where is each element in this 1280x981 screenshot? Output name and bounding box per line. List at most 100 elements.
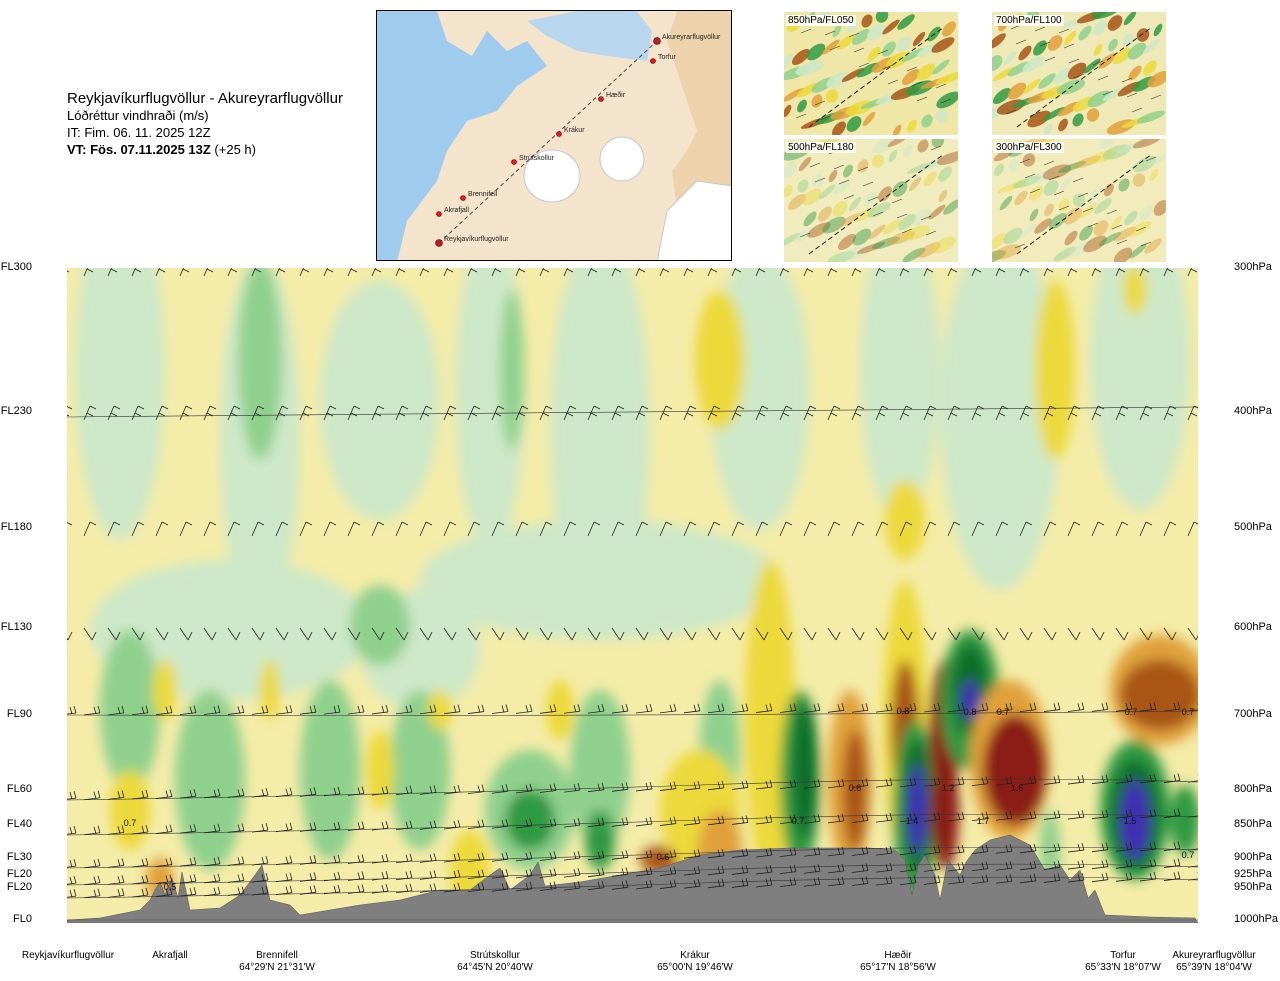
wind-barb [1067,774,1085,785]
cross-section-chart: 0.5 0.6 0.6 0.8 0.8 0.7 1.2 1.4 1.7 1.6 0.7 0.7 1.5 0… [67,268,1198,923]
wind-barb [1043,627,1057,641]
wind-barb [731,405,745,421]
wind-barb [83,790,101,801]
wind-barb [227,405,241,421]
wind-barb [683,405,697,421]
wind-barb [947,521,961,537]
route-title: Reykjavíkurflugvöllur - Akureyrarflugvöl… [67,90,343,107]
wind-barb [1067,809,1085,820]
station-coordinates: 65°33'N 18°07'W [1085,962,1161,973]
wind-barb [1187,774,1198,783]
wind-barb [755,864,773,875]
station-coordinates: 64°29'N 21°31'W [239,962,315,973]
wind-barb [1187,627,1198,641]
wind-barb [659,405,673,421]
wind-barb [947,702,965,713]
wind-barb [299,521,313,537]
wind-barb [899,627,913,641]
wind-barb [899,777,917,788]
map-waypoint-label: Strútskollur [519,155,555,162]
wind-barb [203,705,221,715]
wind-barb [731,865,749,875]
pressure-level-label: 600hPa [1234,621,1272,633]
wind-barb [107,705,125,716]
wind-barb [779,847,797,858]
wind-barb [323,268,334,277]
wind-barb [155,405,169,421]
wind-barb [467,521,481,537]
wind-barb [731,815,749,825]
wind-barb [587,817,605,828]
wind-barb [707,780,725,791]
wind-barb [875,703,893,713]
wind-barb [827,813,845,824]
station-coordinates: 65°00'N 19°46'W [657,962,733,973]
wind-barb [395,883,413,894]
wind-barb [83,888,101,899]
wind-barb [515,627,529,641]
wind-barb [131,887,149,898]
wind-barb [539,521,553,537]
wind-barb [539,818,557,828]
wind-barb [419,870,437,880]
wind-barb [851,627,865,641]
wind-barb [203,886,221,897]
wind-barb [179,405,193,421]
wind-barb [83,825,101,836]
wind-field-cell [907,765,927,855]
wind-barb [323,405,337,421]
flight-level-label: FL180 [0,521,32,533]
pressure-level-line [67,813,1198,836]
wind-barb [107,888,125,898]
wind-barb [971,844,989,854]
wind-barb [227,627,241,641]
max-value-label: 1.6 [1011,783,1024,793]
wind-barb [803,627,817,641]
wind-barb [1019,860,1037,871]
station-label: Akureyrarflugvöllur 65°39'N 18°04'W [1154,950,1274,974]
wind-barb [371,405,385,421]
wind-barb [1115,521,1129,537]
wind-barb [635,268,646,277]
mini-map-500-graphic [784,139,958,262]
wind-barb [923,627,937,641]
map-waypoint-marker [436,211,442,217]
flight-level-label: FL20 [6,881,32,893]
wind-barb [419,853,437,863]
wind-barb [779,814,797,825]
wind-barb [1115,774,1133,784]
wind-barb [707,405,721,421]
wind-barb [1091,627,1105,641]
wind-barb [611,521,625,537]
wind-barb [1187,859,1198,868]
wind-barb [683,781,701,791]
wind-barb [275,885,293,896]
max-value-label: 0.6 [657,852,670,862]
wind-barb [659,866,677,876]
station-name: Krákur [680,950,710,961]
wind-barb [587,627,601,641]
map-waypoint-label: Krákur [564,127,585,134]
wind-barb [491,869,509,879]
wind-barb [491,704,509,714]
wind-barb [947,874,965,885]
wind-field-cell [1170,785,1198,855]
wind-barb [611,817,629,827]
wind-barb [227,788,245,798]
wind-barb [971,521,985,537]
wind-barb [443,627,457,641]
wind-barb [803,703,821,713]
wind-barb [203,405,217,421]
station-name: Brennifell [256,950,298,961]
wind-barb [803,877,821,887]
wind-barb [731,848,749,858]
wind-barb [875,268,886,277]
wind-barb [107,858,125,868]
wind-barb [275,405,289,421]
map-waypoint-label: Hæðir [606,91,626,99]
wind-barb [1139,627,1153,641]
station-label: Akrafjall [110,950,230,962]
wind-barb [731,878,749,888]
wind-barb [371,704,389,715]
wind-barb [611,405,625,421]
